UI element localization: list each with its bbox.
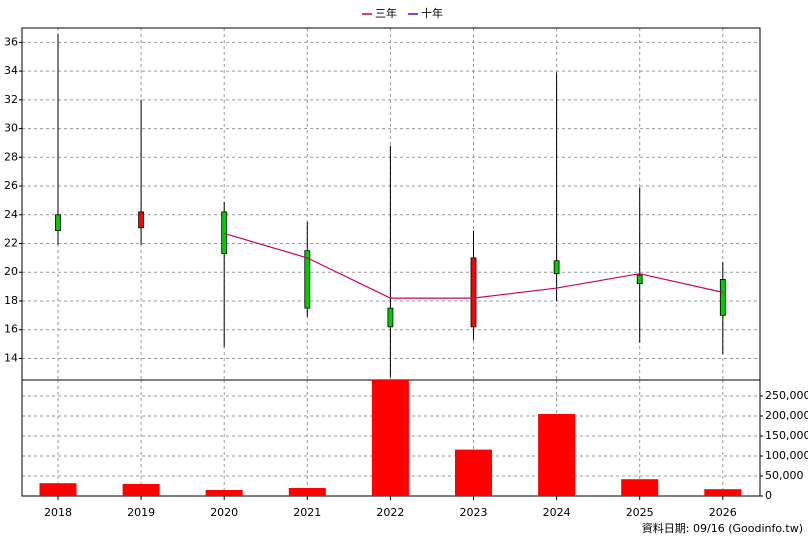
y-tick-label: 30 xyxy=(4,122,18,135)
bar xyxy=(538,414,576,496)
y-tick-label: 16 xyxy=(4,323,18,336)
bar xyxy=(455,449,492,496)
y-tick-label: 36 xyxy=(4,35,18,48)
x-tick-label: 2022 xyxy=(376,506,404,519)
legend-label: 三年 xyxy=(375,6,397,20)
y-tick-label: 20 xyxy=(4,265,18,278)
bar xyxy=(288,488,326,496)
candle-body xyxy=(221,211,228,254)
x-tick-label: 2021 xyxy=(293,506,321,519)
candle-body xyxy=(719,279,726,316)
x-tick-label: 2020 xyxy=(210,506,238,519)
footnote: 資料日期: 09/16 (Goodinfo.tw) xyxy=(642,521,803,535)
y-tick-label: 34 xyxy=(4,64,18,77)
bar xyxy=(122,484,160,496)
candle-body xyxy=(387,307,394,328)
y-tick-label: 32 xyxy=(4,93,18,106)
y-tick-label: 18 xyxy=(4,294,18,307)
candle-body xyxy=(553,260,560,275)
bar xyxy=(205,490,243,496)
candle-body xyxy=(470,257,477,328)
candle-body xyxy=(138,211,145,229)
y-tick-label: 22 xyxy=(4,237,18,250)
bar xyxy=(621,479,659,496)
y-tick-label: 250,000 xyxy=(765,389,808,402)
y-tick-label: 100,000 xyxy=(765,449,808,462)
y-tick-label: 14 xyxy=(4,351,18,364)
y-tick-label: 26 xyxy=(4,179,18,192)
y-tick-label: 150,000 xyxy=(765,429,808,442)
y-tick-label: 24 xyxy=(4,208,18,221)
x-tick-label: 2019 xyxy=(127,506,155,519)
y-tick-label: 200,000 xyxy=(765,409,808,422)
x-tick-label: 2018 xyxy=(44,506,72,519)
bar xyxy=(371,380,409,496)
x-tick-label: 2023 xyxy=(460,506,488,519)
candle-body xyxy=(304,250,311,309)
candle-body xyxy=(636,274,643,285)
legend-label: 十年 xyxy=(421,6,443,20)
candle-body xyxy=(55,214,61,231)
x-tick-label: 2024 xyxy=(543,506,571,519)
x-tick-label: 2025 xyxy=(626,506,654,519)
y-tick-label: 0 xyxy=(765,489,772,502)
x-tick-label: 2026 xyxy=(709,506,737,519)
line-series xyxy=(224,232,723,299)
bar xyxy=(704,489,742,496)
y-tick-label: 50,000 xyxy=(765,469,804,482)
bar xyxy=(39,483,77,496)
y-tick-label: 28 xyxy=(4,150,18,163)
